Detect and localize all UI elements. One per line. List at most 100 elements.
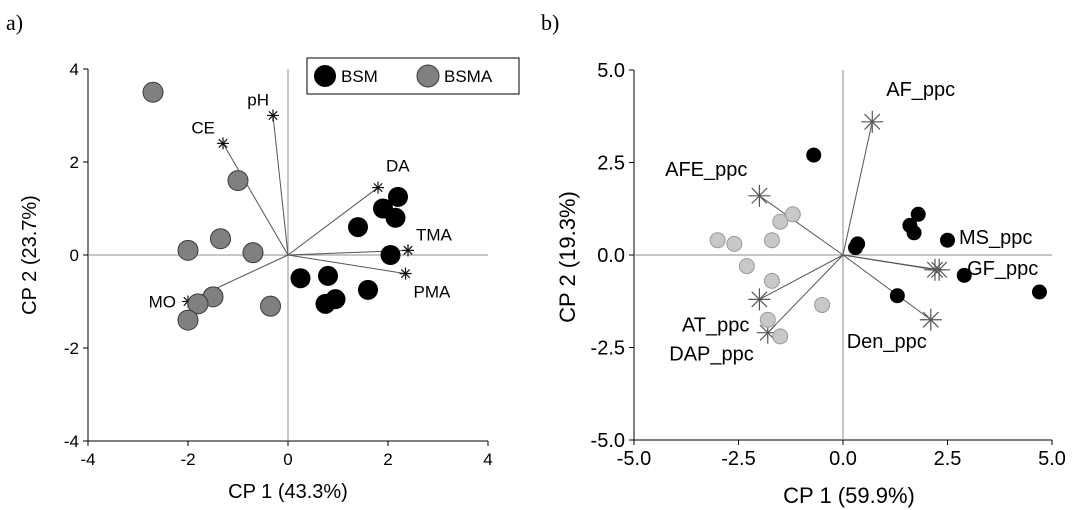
b-point-series-2	[726, 235, 743, 252]
a-point-series-2	[210, 228, 231, 250]
a-x-tick-label: 4	[483, 450, 492, 469]
a-point-series-1	[388, 186, 408, 207]
panel-a-x-axis-title: CP 1 (43.3%)	[228, 481, 348, 503]
a-point-series-2	[177, 309, 199, 331]
panel-a: a) pH CE DA TMA PMA MO -4 -2 0 2 4 -4 -2 0 2 4 CP 1 (4…	[6, 10, 520, 503]
a-y-tick-label: 0	[70, 246, 79, 265]
a-y-tick-label: -2	[64, 339, 79, 358]
b-point-series-2	[763, 232, 780, 249]
legend-marker-bsma	[416, 64, 440, 88]
b-x-tick-label: -2.5	[721, 448, 755, 470]
a-vector-marker-ce	[217, 137, 229, 150]
a-vector-marker-pma	[399, 267, 412, 280]
a-point-series-2	[142, 81, 164, 103]
b-y-tick-label: -2.5	[591, 338, 625, 360]
a-point-series-1	[385, 207, 406, 228]
b-vector-label-af-ppc: AF_ppc	[886, 79, 955, 101]
a-x-tick-label: -4	[80, 450, 95, 469]
b-point-series-1	[848, 240, 864, 256]
b-vector-afe-ppc	[759, 195, 844, 256]
panel-b-x-axis-title: CP 1 (59.9%)	[783, 483, 915, 508]
a-vector-label-tma: TMA	[416, 225, 453, 244]
a-vector-label-da: DA	[386, 157, 410, 176]
b-vector-marker-af-ppc	[861, 110, 884, 133]
b-point-series-2	[738, 258, 755, 275]
b-vector-label-den-ppc: Den_ppc	[847, 331, 927, 353]
b-point-series-1	[806, 147, 822, 163]
a-point-series-2	[227, 170, 249, 192]
b-vector-at-ppc	[759, 254, 844, 300]
b-vector-label-dap-ppc: DAP_ppc	[669, 344, 754, 366]
legend-frame	[306, 57, 520, 95]
b-vector-label-afe-ppc: AFE_ppc	[665, 159, 747, 181]
panel-b-y-axis-title: CP 2 (19.3%)	[555, 191, 580, 323]
a-x-tick-label: 2	[383, 450, 392, 469]
a-point-series-2	[260, 295, 281, 317]
b-point-series-1	[1031, 284, 1047, 300]
a-point-series-1	[358, 279, 378, 300]
a-vector-da	[287, 187, 379, 256]
a-x-tick-label: 0	[283, 450, 292, 469]
b-y-tick-label: 0.0	[597, 245, 625, 267]
a-vector-marker-ph	[267, 109, 279, 122]
b-vector-label-ms-ppc: MS_ppc	[959, 227, 1032, 249]
a-vector-ph	[272, 115, 289, 256]
a-point-series-2	[187, 293, 209, 315]
b-x-tick-label: 2.5	[934, 448, 962, 470]
legend-label-bsma: BSMA	[444, 67, 493, 86]
a-vector-pma	[287, 254, 406, 275]
b-point-series-2	[784, 206, 801, 223]
b-x-tick-label: 5.0	[1038, 448, 1066, 470]
b-point-series-2	[814, 296, 831, 313]
b-x-tick-label: 0.0	[829, 448, 857, 470]
b-vector-den-ppc	[842, 254, 932, 321]
legend-label-bsm: BSM	[341, 67, 378, 86]
b-point-series-2	[763, 272, 780, 289]
a-x-tick-label: -2	[180, 450, 195, 469]
b-point-series-1	[889, 288, 905, 304]
a-vector-ce	[222, 143, 289, 256]
b-y-tick-label: 5.0	[597, 60, 625, 82]
a-y-tick-label: 2	[70, 153, 79, 172]
b-point-series-1	[910, 206, 926, 222]
b-y-tick-label: -5.0	[591, 430, 625, 452]
panel-b: b) AF_ppc AFE_ppc MS_ppc GF_ppc AT_ppc DAP_pp…	[541, 10, 1066, 508]
b-vector-label-at-ppc: AT_ppc	[682, 314, 749, 336]
panel-a-y-axis-title: CP 2 (23.7%)	[19, 195, 41, 315]
panel-a-legend: BSM BSMA	[306, 57, 520, 95]
b-y-tick-label: 2.5	[597, 153, 625, 175]
b-point-series-2	[709, 232, 726, 249]
panel-b-label: b)	[541, 10, 559, 35]
legend-marker-bsm	[314, 65, 336, 87]
b-vector-gf-ppc	[842, 254, 940, 271]
a-vector-label-ce: CE	[191, 118, 215, 137]
a-y-tick-label: 4	[70, 60, 79, 79]
b-point-series-1	[940, 232, 955, 248]
b-point-series-1	[906, 225, 922, 241]
b-vector-marker-afe-ppc	[748, 184, 771, 207]
b-vector-marker-den-ppc	[919, 308, 942, 331]
a-y-tick-label: -4	[64, 432, 79, 451]
b-point-series-1	[956, 267, 972, 283]
b-vector-dap-ppc	[767, 254, 844, 334]
a-point-series-1	[318, 265, 338, 286]
b-point-series-2	[759, 311, 776, 328]
b-point-series-2	[772, 328, 789, 345]
b-vector-marker-gf-ppc	[928, 258, 951, 281]
panel-a-label: a)	[6, 10, 23, 35]
a-vector-marker-da	[372, 181, 384, 194]
a-point-series-2	[177, 239, 199, 261]
a-point-series-1	[348, 217, 368, 238]
b-vector-af-ppc	[842, 121, 873, 256]
a-point-series-2	[242, 242, 264, 264]
a-vector-label-ph: pH	[247, 91, 269, 110]
a-vector-label-pma: PMA	[414, 283, 452, 302]
a-point-series-1	[380, 245, 401, 265]
b-x-tick-label: -5.0	[617, 448, 651, 470]
a-vector-marker-tma	[402, 244, 414, 257]
b-point-series-2	[772, 213, 789, 230]
a-vector-label-mo: MO	[149, 293, 176, 312]
a-point-series-1	[325, 289, 346, 310]
b-vector-marker-at-ppc	[748, 288, 771, 311]
